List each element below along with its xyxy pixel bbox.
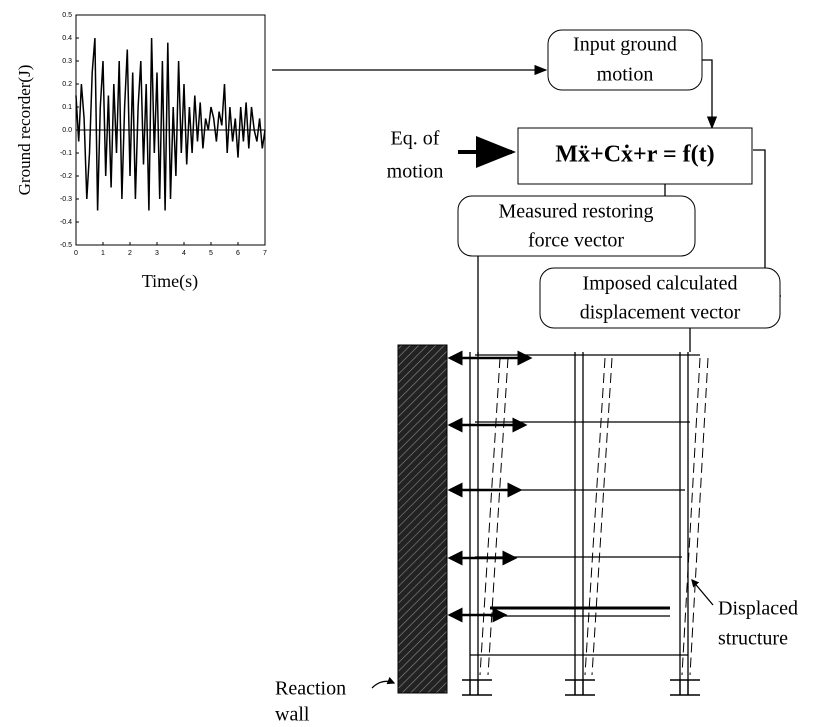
label-line: Imposed calculated <box>583 273 738 295</box>
y-tick-label: -0.2 <box>60 173 72 180</box>
label-line: Displaced <box>718 598 798 620</box>
label-line: wall <box>275 704 310 726</box>
y-tick-label: 0.3 <box>62 58 72 65</box>
equation: Mẍ+Cẋ+r = f(t) <box>555 142 714 168</box>
imposed-box <box>539 267 781 329</box>
x-tick-label: 0 <box>74 250 78 257</box>
x-tick-label: 5 <box>209 250 213 257</box>
restoring-box <box>457 195 696 257</box>
y-tick-label: -0.4 <box>60 219 72 226</box>
equation-box <box>517 127 753 185</box>
signal-line <box>75 37 266 211</box>
x-tick-label: 4 <box>182 250 186 257</box>
label-line: Measured restoring <box>499 201 654 223</box>
label-line: motion <box>597 64 654 86</box>
arrow <box>702 59 718 130</box>
label-line: Input ground <box>573 34 677 56</box>
label-line: motion <box>387 161 444 183</box>
test-structure <box>371 344 714 696</box>
x-tick-label: 2 <box>128 250 132 257</box>
reaction-wall <box>397 344 448 694</box>
y-tick-label: 0.0 <box>62 127 72 134</box>
y-tick-label: 0.1 <box>62 104 72 111</box>
label-line: structure <box>718 628 788 650</box>
x-tick-label: 3 <box>155 250 159 257</box>
x-tick-label: 1 <box>101 250 105 257</box>
ground-motion-chart: Ground recorder(J) Time(s) 0.5 0.4 0.3 0.2 0… <box>15 12 267 292</box>
label-line: Reaction <box>275 678 346 700</box>
y-tick-label: 0.2 <box>62 81 72 88</box>
y-axis-label: Ground recorder(J) <box>15 65 34 196</box>
label-line: displacement vector <box>580 302 741 324</box>
label-line: Eq. of <box>391 128 440 150</box>
y-tick-label: -0.5 <box>60 242 72 249</box>
x-tick-label: 6 <box>236 250 240 257</box>
y-tick-label: 0.5 <box>62 12 72 19</box>
y-tick-label: -0.1 <box>60 150 72 157</box>
x-tick-label: 7 <box>263 250 267 257</box>
y-tick-label: 0.4 <box>62 35 72 42</box>
label-line: force vector <box>528 230 624 252</box>
x-axis-label: Time(s) <box>142 271 198 292</box>
y-tick-label: -0.3 <box>60 196 72 203</box>
input-box <box>547 29 703 91</box>
